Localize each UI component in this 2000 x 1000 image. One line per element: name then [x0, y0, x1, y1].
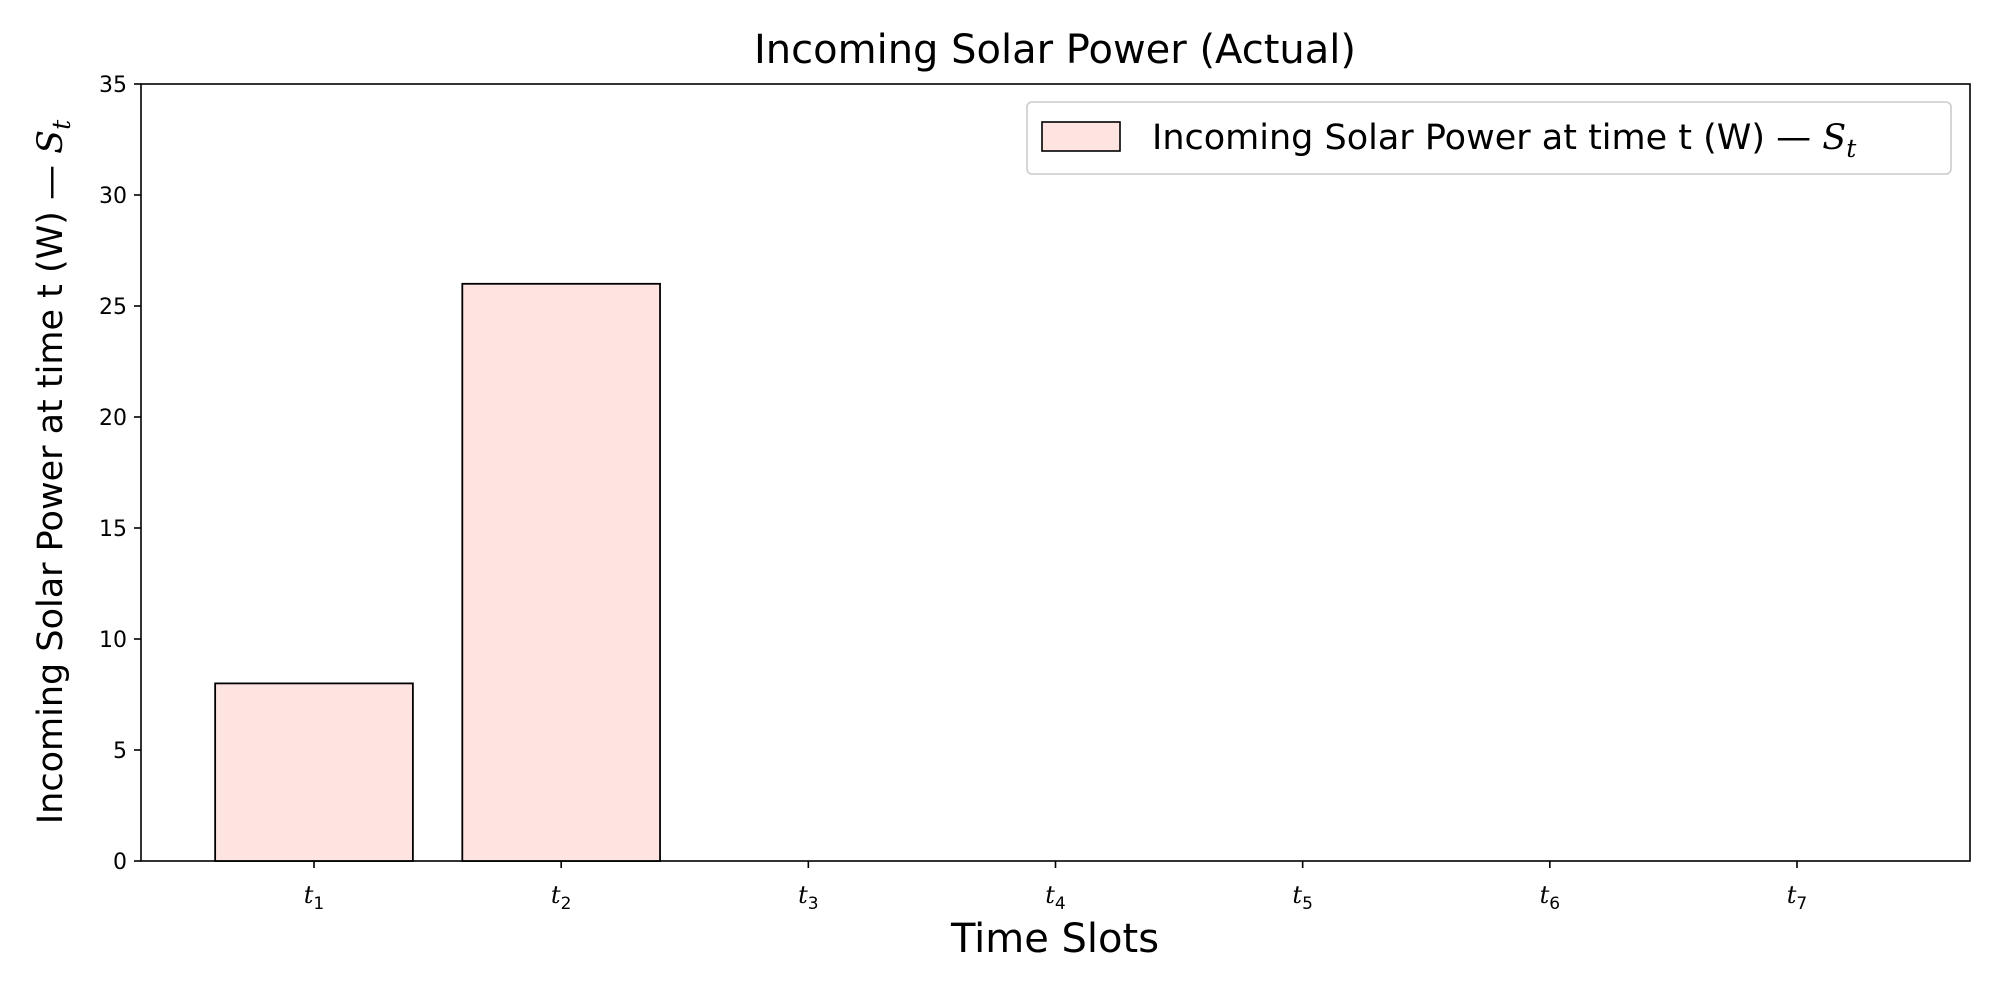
legend: Incoming Solar Power at time t (W) — St	[1026, 101, 1952, 175]
y-axis-ticks: 0 5 10 15 20 25 30 35	[99, 73, 141, 875]
x-tick-label-subscript: 1	[313, 894, 324, 914]
y-axis-label-subscript: t	[47, 119, 76, 130]
x-axis-label: Time Slots	[950, 916, 1159, 962]
bar-1	[214, 682, 414, 862]
x-tick-label-base: t	[551, 881, 561, 909]
x-tick-label: t2	[551, 881, 571, 914]
x-tick-label: t4	[1045, 881, 1065, 914]
y-tick-label: 15	[99, 517, 127, 542]
y-axis-label: Incoming Solar Power at time t (W) — St	[31, 119, 76, 824]
x-tick-label-subscript: 6	[1549, 894, 1560, 914]
legend-label-symbol: S	[1822, 118, 1846, 158]
chart-title: Incoming Solar Power (Actual)	[754, 27, 1356, 73]
x-tick-label-subscript: 3	[808, 894, 819, 914]
x-tick-label: t5	[1292, 881, 1312, 914]
x-tick-label-base: t	[304, 881, 314, 909]
y-tick-label: 25	[99, 295, 127, 320]
x-axis-ticks: t1 t2 t3 t4 t5 t6 t7	[304, 861, 1807, 914]
x-tick-label-base: t	[798, 881, 808, 909]
x-tick-label-subscript: 5	[1302, 894, 1313, 914]
y-tick-label: 30	[99, 184, 127, 209]
x-tick-label-base: t	[1787, 881, 1797, 909]
legend-frame	[1026, 101, 1952, 175]
legend-label: Incoming Solar Power at time t (W) — St	[1152, 118, 1857, 163]
x-tick-label-subscript: 4	[1055, 894, 1066, 914]
y-tick-label: 35	[99, 73, 127, 98]
x-tick-label-base: t	[1045, 881, 1055, 909]
bars-layer	[214, 282, 661, 862]
y-tick-label: 5	[113, 739, 127, 764]
legend-swatch	[1041, 121, 1121, 152]
legend-label-subscript: t	[1846, 134, 1857, 163]
y-axis-label-text: Incoming Solar Power at time t (W) —	[31, 154, 71, 824]
x-tick-label: t3	[798, 881, 818, 914]
y-tick-label: 20	[99, 406, 127, 431]
y-tick-label: 0	[113, 850, 127, 875]
x-tick-label: t1	[304, 881, 324, 914]
x-tick-label-subscript: 7	[1796, 894, 1807, 914]
x-tick-label-base: t	[1292, 881, 1302, 909]
x-tick-label: t6	[1540, 881, 1560, 914]
y-axis-label-symbol: S	[31, 130, 71, 154]
y-tick-label: 10	[99, 628, 127, 653]
x-tick-label: t7	[1787, 881, 1807, 914]
bar-2	[461, 282, 661, 862]
x-tick-label-subscript: 2	[561, 894, 572, 914]
legend-label-text: Incoming Solar Power at time t (W) —	[1152, 118, 1822, 158]
x-tick-label-base: t	[1540, 881, 1550, 909]
